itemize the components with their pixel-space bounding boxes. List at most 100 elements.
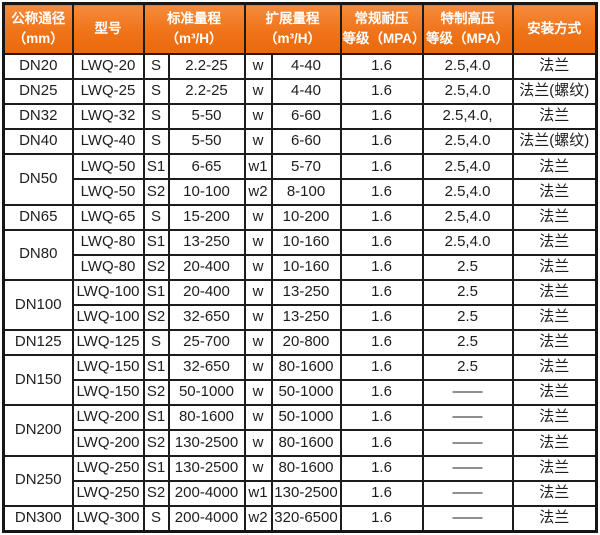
- table-row: DN40 LWQ-40 S 5-50 w 6-60 1.6 2.5,4.0 法兰…: [2, 128, 598, 156]
- cell-model: LWQ-200: [71, 404, 145, 432]
- cell-dn: DN50: [2, 153, 74, 206]
- cell-install: 法兰: [511, 278, 598, 306]
- col-header-normal-pressure: 常规耐压 等级（MPA）: [339, 2, 424, 55]
- cell-std-range: 130-2500: [167, 454, 246, 482]
- cell-std-range: 5-50: [167, 103, 246, 131]
- cell-dn: DN100: [2, 278, 74, 332]
- table-row: DN50 LWQ-50 S1 6-65 w1 5-70 1.6 2.5,4.0 …: [2, 153, 598, 206]
- cell-ext-range: 320-6500: [270, 504, 342, 533]
- cell-high-pressure: ——: [421, 479, 514, 507]
- cell-ext-code: w: [243, 228, 273, 256]
- cell-install: 法兰: [511, 178, 598, 206]
- cell-ext-code: w: [243, 278, 273, 306]
- cell-ext-range: 10-200: [270, 203, 342, 231]
- cell-high-pressure: ——: [421, 379, 514, 407]
- cell-normal-pressure: 1.6: [339, 103, 424, 131]
- cell-ext-code: w2: [243, 178, 273, 206]
- cell-model: LWQ-150: [71, 354, 145, 382]
- table-row: DN65 LWQ-65 S 15-200 w 10-200 1.6 2.5,4.…: [2, 203, 598, 231]
- table-row: DN32 LWQ-32 S 5-50 w 6-60 1.6 2.5,4.0, 法…: [2, 103, 598, 131]
- cell-high-pressure: 2.5,4.0: [421, 153, 514, 181]
- cell-std-range: 13-250: [167, 228, 246, 256]
- cell-dn: DN25: [2, 78, 74, 106]
- cell-normal-pressure: 1.6: [339, 454, 424, 482]
- cell-ext-code: w1: [243, 153, 273, 181]
- table-row: LWQ-150 S2 50-1000 w 50-1000 1.6 —— 法兰: [4, 379, 598, 407]
- cell-std-range: 20-400: [167, 278, 246, 306]
- cell-model: LWQ-32: [71, 103, 145, 131]
- cell-high-pressure: 2.5: [421, 303, 514, 332]
- cell-ext-code: w: [243, 329, 273, 357]
- cell-model: LWQ-125: [71, 329, 145, 357]
- table-row: DN250 LWQ-250 S1 130-2500 w 80-1600 1.6 …: [2, 454, 598, 507]
- table-row: LWQ-100 S2 32-650 w 13-250 1.6 2.5 法兰: [4, 303, 598, 332]
- cell-normal-pressure: 1.6: [339, 504, 424, 533]
- cell-model: LWQ-300: [71, 504, 145, 533]
- cell-normal-pressure: 1.6: [339, 429, 424, 457]
- cell-std-code: S1: [142, 153, 170, 181]
- cell-model: LWQ-100: [71, 278, 145, 306]
- cell-install: 法兰(螺纹): [511, 78, 598, 106]
- cell-normal-pressure: 1.6: [339, 203, 424, 231]
- col-header-model: 型号: [71, 2, 145, 55]
- cell-model: LWQ-100: [71, 303, 145, 332]
- cell-high-pressure: ——: [421, 454, 514, 482]
- cell-normal-pressure: 1.6: [339, 128, 424, 156]
- cell-high-pressure: 2.5,4.0: [421, 78, 514, 106]
- cell-ext-code: w: [243, 203, 273, 231]
- cell-normal-pressure: 1.6: [339, 228, 424, 256]
- cell-high-pressure: 2.5: [421, 278, 514, 306]
- table-row: DN80 LWQ-80 S1 13-250 w 10-160 1.6 2.5,4…: [2, 228, 598, 281]
- cell-model: LWQ-200: [71, 429, 145, 457]
- cell-normal-pressure: 1.6: [339, 303, 424, 332]
- cell-ext-code: w: [243, 454, 273, 482]
- cell-ext-range: 6-60: [270, 128, 342, 156]
- cell-ext-range: 4-40: [270, 78, 342, 106]
- table-row: DN20 LWQ-20 S 2.2-25 w 4-40 1.6 2.5,4.0 …: [2, 52, 598, 81]
- cell-dn: DN150: [2, 354, 74, 407]
- cell-model: LWQ-65: [71, 203, 145, 231]
- cell-dn: DN250: [2, 454, 74, 507]
- cell-dn: DN125: [2, 329, 74, 357]
- cell-install: 法兰: [511, 253, 598, 281]
- cell-dn: DN80: [2, 228, 74, 281]
- cell-ext-range: 6-60: [270, 103, 342, 131]
- cell-install: 法兰: [511, 329, 598, 357]
- cell-high-pressure: ——: [421, 504, 514, 533]
- cell-high-pressure: 2.5,4.0,: [421, 103, 514, 131]
- cell-std-range: 15-200: [167, 203, 246, 231]
- cell-normal-pressure: 1.6: [339, 178, 424, 206]
- cell-ext-range: 10-160: [270, 253, 342, 281]
- cell-ext-code: w: [243, 303, 273, 332]
- cell-normal-pressure: 1.6: [339, 479, 424, 507]
- table-row: LWQ-250 S2 200-4000 w1 130-2500 1.6 —— 法…: [4, 479, 598, 507]
- cell-install: 法兰: [511, 379, 598, 407]
- cell-std-code: S: [142, 52, 170, 81]
- cell-model: LWQ-25: [71, 78, 145, 106]
- table-row: LWQ-200 S2 130-2500 w 80-1600 1.6 —— 法兰: [4, 429, 598, 457]
- cell-std-code: S1: [142, 278, 170, 306]
- cell-install: 法兰: [511, 103, 598, 131]
- cell-std-range: 80-1600: [167, 404, 246, 432]
- cell-std-code: S2: [142, 178, 170, 206]
- cell-std-range: 200-4000: [167, 479, 246, 507]
- cell-install: 法兰: [511, 504, 598, 533]
- cell-ext-code: w: [243, 78, 273, 106]
- table-row: DN100 LWQ-100 S1 20-400 w 13-250 1.6 2.5…: [2, 278, 598, 332]
- cell-normal-pressure: 1.6: [339, 153, 424, 181]
- cell-high-pressure: 2.5: [421, 354, 514, 382]
- cell-ext-range: 20-800: [270, 329, 342, 357]
- cell-std-code: S1: [142, 228, 170, 256]
- cell-ext-code: w1: [243, 479, 273, 507]
- cell-install: 法兰: [511, 404, 598, 432]
- cell-ext-code: w: [243, 103, 273, 131]
- cell-std-code: S2: [142, 429, 170, 457]
- cell-std-range: 2.2-25: [167, 78, 246, 106]
- cell-dn: DN40: [2, 128, 74, 156]
- cell-ext-code: w: [243, 404, 273, 432]
- table-row: DN150 LWQ-150 S1 32-650 w 80-1600 1.6 2.…: [2, 354, 598, 407]
- cell-ext-code: w: [243, 128, 273, 156]
- cell-ext-range: 13-250: [270, 303, 342, 332]
- table-row: DN25 LWQ-25 S 2.2-25 w 4-40 1.6 2.5,4.0 …: [2, 78, 598, 106]
